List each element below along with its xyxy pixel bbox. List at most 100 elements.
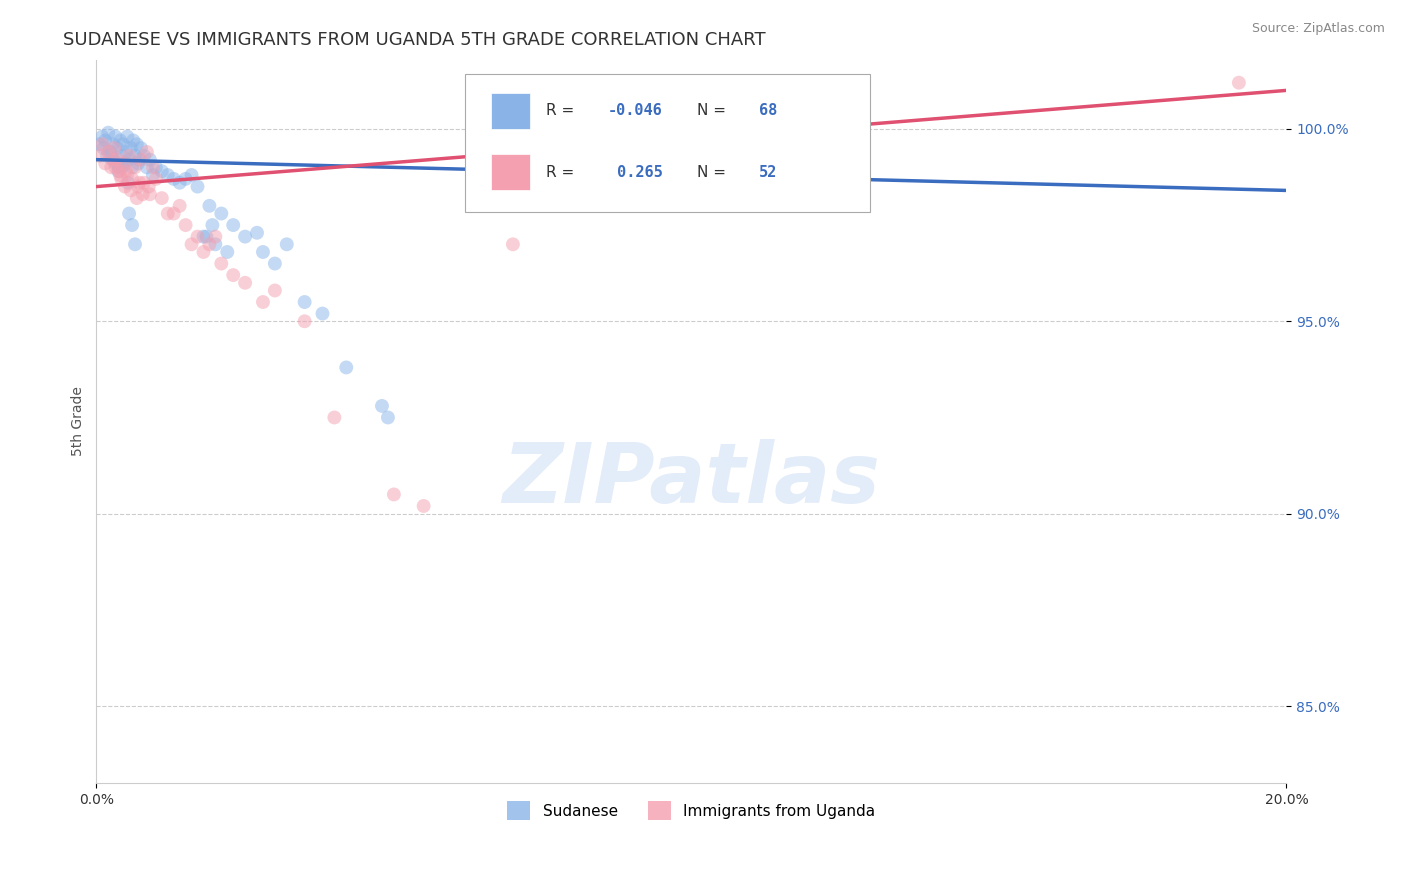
Point — [294, 295, 316, 310]
Point — [115, 145, 138, 159]
Point — [127, 156, 149, 170]
Point — [107, 164, 129, 178]
Legend: Sudanese, Immigrants from Uganda: Sudanese, Immigrants from Uganda — [502, 795, 882, 826]
Point — [103, 153, 125, 167]
Point — [136, 161, 159, 175]
Point — [117, 168, 139, 182]
Point — [129, 141, 152, 155]
Point — [132, 176, 155, 190]
Point — [100, 145, 122, 159]
Point — [89, 149, 111, 163]
Y-axis label: 5th Grade: 5th Grade — [72, 386, 86, 456]
Point — [112, 156, 135, 170]
Text: ZIPatlas: ZIPatlas — [502, 439, 880, 520]
Point — [217, 245, 239, 260]
Point — [91, 129, 114, 144]
Point — [193, 229, 215, 244]
Text: R =: R = — [546, 103, 575, 118]
Point — [591, 149, 613, 163]
Text: N =: N = — [697, 165, 727, 179]
Point — [105, 153, 128, 167]
Point — [139, 187, 162, 202]
FancyBboxPatch shape — [492, 154, 530, 190]
Point — [180, 237, 202, 252]
Point — [121, 161, 143, 175]
Point — [195, 229, 218, 244]
Point — [122, 133, 145, 147]
Point — [120, 183, 142, 197]
Point — [233, 276, 256, 290]
Point — [263, 284, 285, 298]
Point — [111, 161, 134, 175]
Point — [145, 161, 167, 175]
Text: Source: ZipAtlas.com: Source: ZipAtlas.com — [1251, 22, 1385, 36]
Point — [193, 245, 215, 260]
Point — [118, 206, 141, 220]
Point — [222, 268, 245, 282]
Point — [323, 410, 346, 425]
Point — [180, 168, 202, 182]
Point — [263, 256, 285, 270]
Point — [412, 499, 434, 513]
Point — [139, 153, 162, 167]
Point — [150, 164, 173, 178]
Point — [136, 145, 159, 159]
Point — [100, 161, 122, 175]
Point — [609, 141, 631, 155]
Point — [132, 149, 155, 163]
Text: -0.046: -0.046 — [609, 103, 662, 118]
Point — [117, 176, 139, 190]
Point — [89, 137, 111, 152]
Point — [128, 176, 150, 190]
Point — [209, 206, 232, 220]
Text: R =: R = — [546, 165, 575, 179]
Point — [97, 145, 120, 159]
Point — [108, 133, 131, 147]
Text: 0.265: 0.265 — [609, 165, 662, 179]
Point — [118, 153, 141, 167]
Point — [125, 137, 148, 152]
Point — [311, 307, 333, 321]
Point — [112, 137, 135, 152]
Point — [145, 172, 167, 186]
Point — [97, 126, 120, 140]
Point — [163, 206, 186, 220]
Point — [204, 237, 226, 252]
Point — [124, 149, 146, 163]
Point — [104, 161, 127, 175]
Point — [382, 487, 405, 501]
Point — [222, 218, 245, 232]
Point — [156, 168, 179, 182]
Point — [108, 168, 131, 182]
Point — [1227, 76, 1250, 90]
Text: SUDANESE VS IMMIGRANTS FROM UGANDA 5TH GRADE CORRELATION CHART: SUDANESE VS IMMIGRANTS FROM UGANDA 5TH G… — [63, 31, 766, 49]
Point — [121, 172, 143, 186]
Point — [174, 172, 197, 186]
FancyBboxPatch shape — [492, 93, 530, 128]
Point — [252, 245, 274, 260]
Point — [121, 218, 143, 232]
Point — [142, 168, 165, 182]
Point — [163, 172, 186, 186]
Point — [371, 399, 394, 413]
FancyBboxPatch shape — [465, 74, 870, 211]
Point — [125, 191, 148, 205]
Point — [96, 149, 118, 163]
Point — [138, 179, 160, 194]
Point — [142, 161, 165, 175]
Text: 52: 52 — [759, 165, 778, 179]
Point — [104, 129, 127, 144]
Point — [118, 149, 141, 163]
Point — [335, 360, 357, 375]
Point — [91, 137, 114, 152]
Point — [101, 153, 124, 167]
Point — [169, 199, 191, 213]
Point — [94, 156, 117, 170]
Point — [94, 133, 117, 147]
Point — [198, 199, 221, 213]
Point — [186, 229, 208, 244]
Point — [198, 237, 221, 252]
Point — [115, 164, 138, 178]
Point — [103, 141, 125, 155]
Point — [114, 179, 136, 194]
